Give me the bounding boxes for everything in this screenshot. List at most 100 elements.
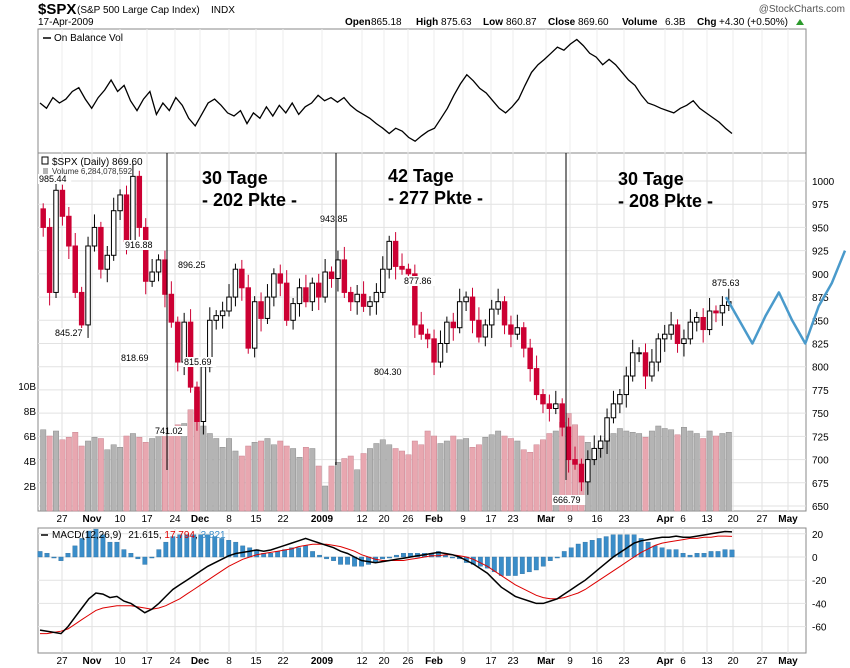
candle-body [168,293,175,323]
x-tick-label: 9 [567,514,573,525]
macd-hist-bar [100,534,106,558]
volume-bar [379,439,386,512]
volume-bar [226,438,232,512]
macd-hist-bar [687,554,693,558]
candle-body [700,317,706,331]
candle-body [149,271,155,282]
volume-bar [431,435,437,512]
volume-bar [315,465,322,512]
volume-bar [251,442,258,512]
macd-hist-bar [498,556,504,576]
volume-bar [40,429,47,512]
macd-hist-bar [93,528,99,558]
volume-bar [681,427,687,512]
volume-tick-label: 10B [18,382,36,393]
volume-legend-label: Volume 6,284,078,592 [52,167,133,176]
low-label: Low [483,17,503,28]
price-label: 741.02 [155,426,183,436]
volume-bar [245,445,252,512]
volume-legend-icon [43,168,48,174]
macd-legend-sep1: , [159,530,165,541]
volume-bar [495,430,502,512]
macd-hist-bar [540,556,546,567]
x-tick-label: 27 [756,514,768,525]
macd-hist-bar [722,549,728,558]
candle-body [360,293,367,307]
volume-bar [501,435,508,512]
volume-bar [540,439,546,512]
volume-bar [213,438,220,512]
volume-bar [437,443,444,512]
volume-bar [687,430,694,512]
volume-bar [610,433,617,512]
macd-hist-bar [596,538,602,558]
macd-hist-bar [226,540,232,558]
candle-body [469,296,476,321]
candle-body [264,296,271,319]
high-value: 875.63 [441,17,472,28]
volume-bar [399,450,405,512]
volume-bar [187,409,194,512]
volume-bar [181,423,188,512]
candle-body [110,210,117,256]
macd-hist-bar [666,549,672,558]
cycle-1-points: - 202 Pkte - [202,190,297,210]
macd-hist-bar [51,556,57,559]
volume-bar [508,438,514,512]
x-tick-label: 20 [378,514,390,525]
macd-hist-bar [114,541,120,558]
candle-body [290,303,296,321]
macd-hist-bar [72,545,78,558]
volume-bar [700,438,707,512]
candle-body [661,333,668,340]
candle-body [527,347,533,370]
candle-body [354,293,360,303]
volume-tick-label: 4B [24,457,37,468]
macd-hist-bar [694,553,700,558]
x-tick-label: 15 [250,514,262,525]
watermark: @StockCharts.com [759,4,845,15]
x-tick-label: 22 [277,514,289,525]
candle-body [405,268,412,275]
volume-bar [270,444,277,512]
macd-hist-bar [450,556,455,559]
x-tick-label: 20 [727,514,739,525]
volume-bar [200,425,207,512]
candle-body [533,368,540,396]
macd-legend-label: MACD(12,26,9) 21.615, 17.794, 3.821 [52,530,226,541]
macd-hist-bar [554,556,560,559]
candle-body [565,426,572,461]
volume-bar [78,445,85,512]
x-tick-label-macd: 23 [507,656,519,667]
price-label-bg [38,174,72,184]
macd-legend-sep2: , [195,530,201,541]
volume-bar [136,437,143,512]
macd-hist-bar [505,556,511,576]
x-tick-label: 23 [618,514,630,525]
macd-chart [37,528,735,635]
volume-bar [463,438,470,512]
macd-hist-bar [198,534,204,558]
candle-body [245,287,251,349]
volume-bar [367,448,373,512]
volume-bar [629,432,636,512]
macd-tick-label: -40 [812,599,827,610]
x-tick-label: 13 [701,514,713,525]
volume-bar [456,439,463,512]
price-tick-label: 875 [812,293,829,304]
candle-body [424,333,431,340]
candle-body [681,338,687,345]
macd-hist-bar [317,554,322,558]
volume-bar [482,437,489,512]
macd-hist-bar [610,534,616,558]
volume-bar [713,435,719,512]
x-tick-label: Nov [83,514,102,525]
volume-bar [341,458,348,512]
x-tick-label-macd: 26 [402,656,414,667]
price-label: 804.30 [374,367,402,377]
x-tick-label: 12 [356,514,368,525]
volume-label: Volume [622,17,658,28]
candle-body [194,386,200,422]
candle-body [303,287,309,303]
price-tick-label: 825 [812,340,829,351]
